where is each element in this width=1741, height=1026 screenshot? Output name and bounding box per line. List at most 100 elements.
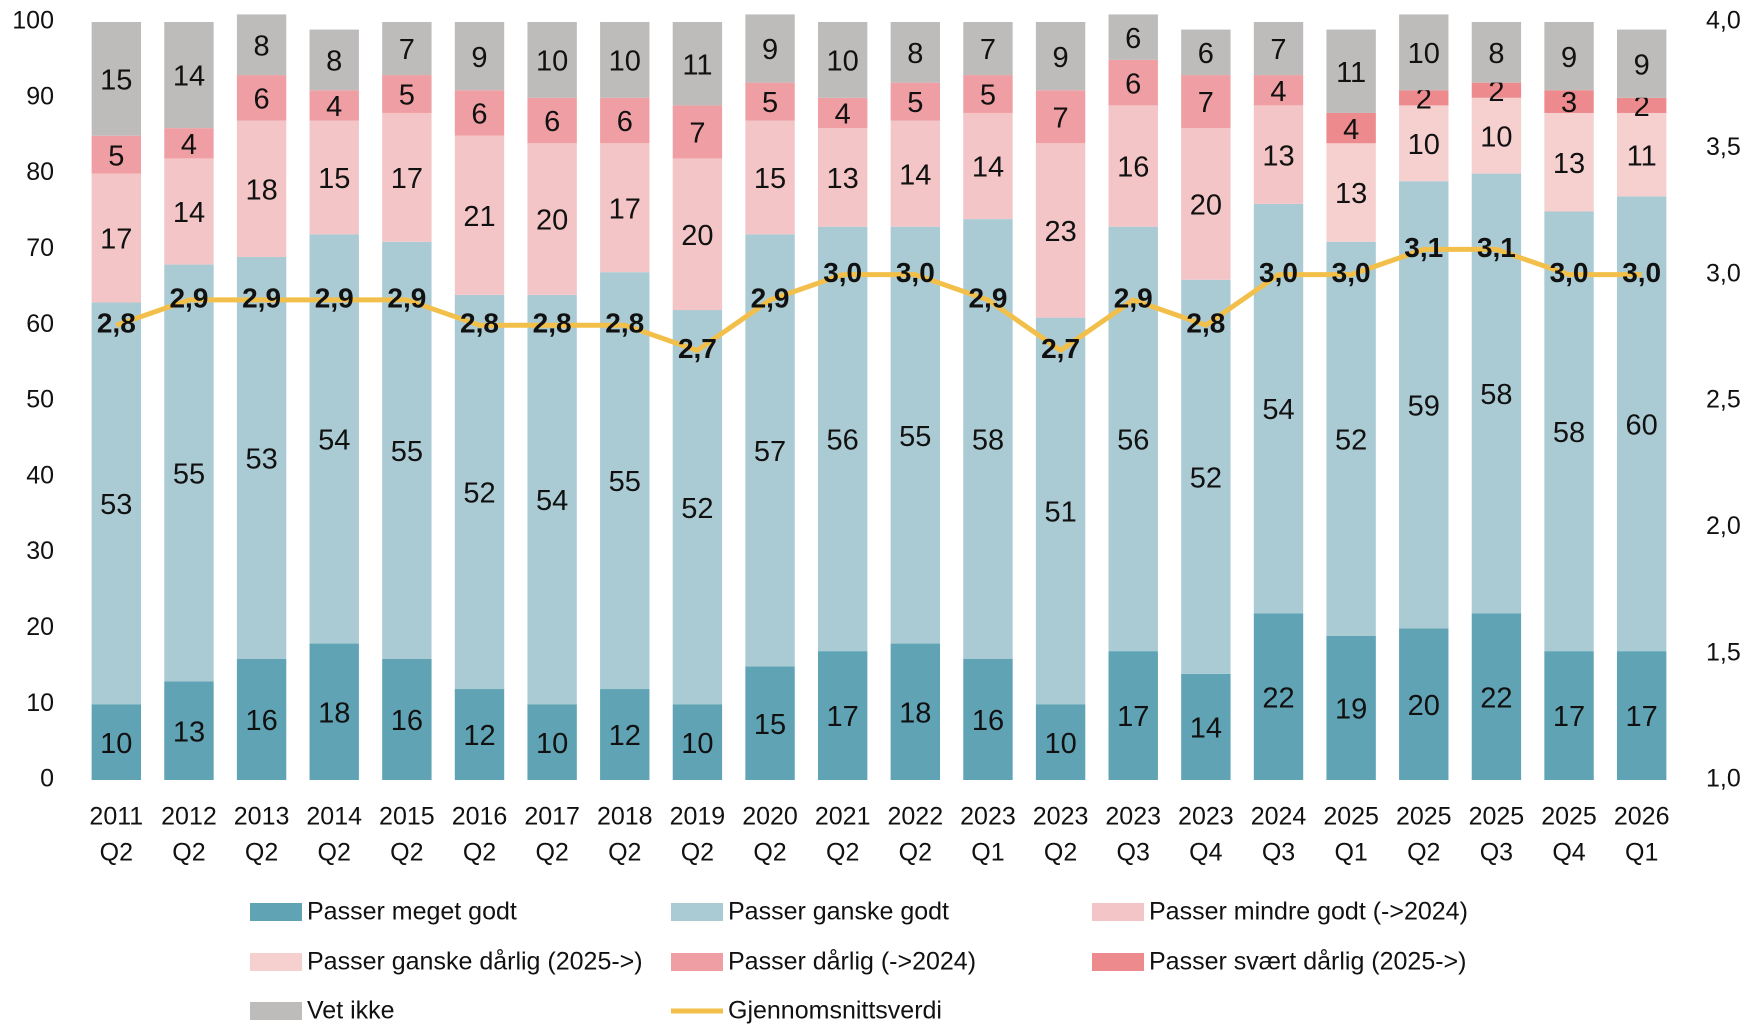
bar-segment [1326,143,1376,242]
data-label: 8 [907,38,923,70]
bar-segment [1035,143,1086,318]
x-tick-label: 2013 [234,803,290,831]
bar-segment [236,14,287,76]
data-label: 6 [254,83,270,115]
data-label: 10 [1408,38,1440,70]
data-label: 5 [399,80,415,112]
x-tick-label: Q1 [1334,839,1367,867]
x-tick-label: Q2 [245,839,278,867]
x-tick-label: 2012 [161,803,217,831]
data-label: 7 [1198,87,1214,119]
data-label: 5 [980,80,996,112]
data-label: 8 [254,30,270,62]
x-tick-label: 2025 [1469,803,1525,831]
x-tick-label: Q2 [826,839,859,867]
data-label: 58 [1553,417,1585,449]
bar-segment [1181,279,1231,674]
data-label: 20 [1190,190,1222,222]
bar-segment [309,120,359,235]
average-label: 3,1 [1404,232,1443,263]
bar-segment [164,264,214,682]
bar-segment [745,234,795,667]
data-label: 22 [1480,682,1512,714]
x-tick-label: Q2 [899,839,932,867]
legend-label: Passer svært dårlig (2025->) [1149,948,1466,976]
bar-segment [890,82,941,121]
data-label: 2 [1416,83,1432,115]
data-label: 9 [1561,42,1577,74]
bar-segment [454,294,505,690]
data-label: 55 [173,459,205,491]
bar-segment [1181,75,1231,129]
data-label: 4 [835,99,851,131]
data-label: 20 [1408,690,1440,722]
y-tick-label: 50 [26,386,54,414]
bar-segment [745,666,795,780]
y2-tick-label: 1,5 [1706,638,1741,666]
data-label: 58 [1480,379,1512,411]
data-label: 10 [1480,121,1512,153]
data-label: 14 [899,159,931,191]
bar-segment [600,143,650,273]
x-tick-label: 2014 [306,803,362,831]
data-label: 20 [681,220,713,252]
x-tick-label: 2017 [524,803,580,831]
y2-tick-label: 3,5 [1706,133,1741,161]
bar-segment [236,75,287,121]
bar-segment [91,22,142,136]
y2-tick-label: 1,0 [1706,765,1741,793]
data-label: 10 [100,728,132,760]
data-label: 11 [682,49,712,81]
data-label: 15 [100,65,132,97]
y-tick-label: 80 [26,158,54,186]
data-label: 54 [318,425,350,457]
bar-segment [1253,22,1304,76]
data-label: 13 [173,716,205,748]
bar-segment [1253,75,1304,106]
bar-segment [309,234,359,644]
average-label: 3,0 [1332,257,1371,288]
data-label: 53 [100,489,132,521]
bar-segment [236,120,287,257]
bar-segment [527,143,577,295]
bar-segment [817,226,868,652]
x-tick-label: 2020 [742,803,798,831]
bar-segment [1616,651,1667,780]
x-tick-label: Q2 [172,839,205,867]
bar-segment [963,75,1013,113]
data-label: 55 [899,421,931,453]
data-label: 55 [609,466,641,498]
data-label: 18 [245,174,277,206]
bar-segment [1035,22,1086,91]
bar-segment [1181,673,1231,780]
bar-segment [309,643,359,780]
bar-segment [1181,128,1231,280]
data-label: 22 [1262,682,1294,714]
bar-segment [817,651,868,780]
data-label: 10 [1044,728,1076,760]
data-label: 17 [391,163,423,195]
x-tick-label: Q1 [1625,839,1658,867]
average-label: 2,9 [968,282,1007,313]
data-label: 11 [1336,57,1366,89]
average-label: 2,9 [315,282,354,313]
average-label: 2,9 [169,282,208,313]
y-tick-label: 40 [26,461,54,489]
data-label: 11 [1627,140,1657,172]
bar-segment [1326,112,1376,144]
legend-swatch [250,1002,302,1020]
average-label: 2,8 [97,308,136,339]
bar-segment [1616,29,1667,98]
bar-segment [236,658,287,780]
bar-segment [1253,105,1304,204]
data-label: 18 [899,697,931,729]
average-line [115,246,1642,353]
bar-segment [382,112,432,242]
average-label: 2,8 [1186,308,1225,339]
y-tick-label: 30 [26,537,54,565]
legend-swatch [671,953,723,971]
legend-label: Passer dårlig (->2024) [728,948,976,976]
bar-segment [1181,29,1231,76]
average-label: 3,0 [1259,257,1298,288]
